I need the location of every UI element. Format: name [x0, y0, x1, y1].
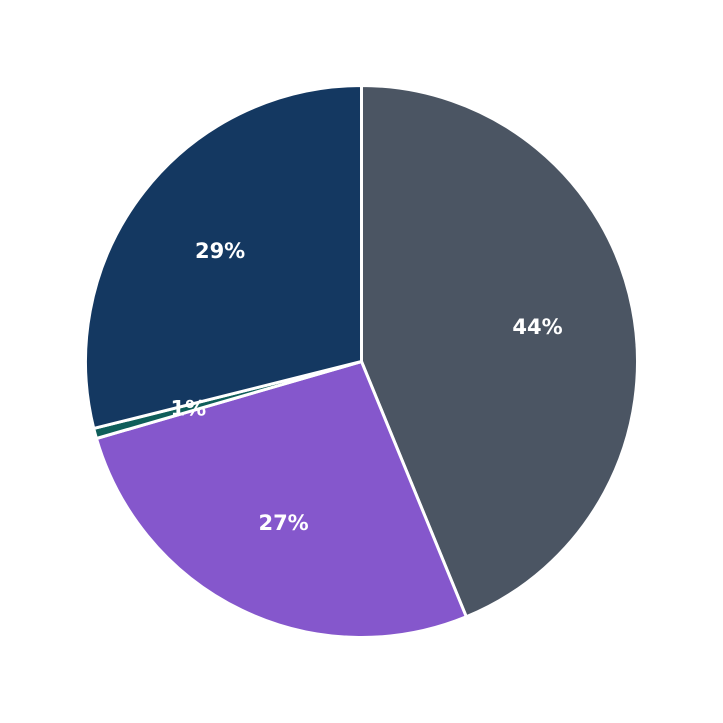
slice-label: 27% [258, 511, 308, 535]
pie-slice [360, 84, 639, 619]
slice-label: 44% [512, 315, 562, 339]
slice-label: 29% [195, 239, 245, 263]
pie-slice [94, 360, 468, 639]
pie-slice [84, 84, 363, 430]
slice-label: 1% [170, 396, 206, 420]
